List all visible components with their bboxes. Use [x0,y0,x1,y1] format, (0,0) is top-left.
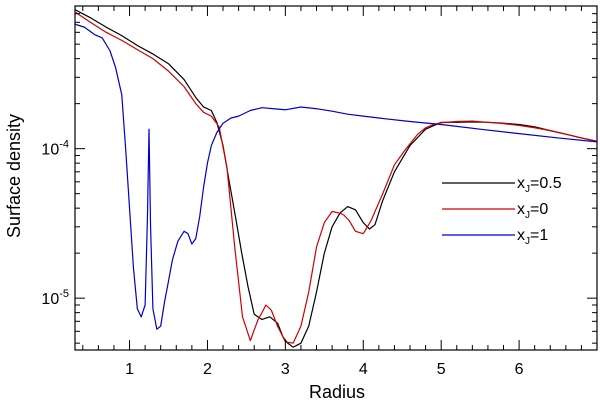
series-line-2 [75,23,597,330]
plot-frame [74,5,598,351]
x-tick-label: 1 [125,361,134,378]
y-tick-base: 10 [41,291,59,308]
legend-label-subscript: J [525,210,530,221]
y-tick-base: 10 [41,142,59,159]
y-tick-label: 10-4 [41,139,69,159]
series-line-0 [75,9,597,348]
legend-label-main: x [517,201,525,218]
legend-label-2: xJ=1 [517,227,548,247]
legend-label-main: x [517,175,525,192]
legend-label-0: xJ=0.5 [517,175,562,195]
legend-label-rest: =1 [530,227,548,244]
series-line-1 [75,11,597,344]
legend-label-rest: =0 [530,201,548,218]
y-tick-exponent: -5 [59,288,69,300]
y-axis-title: Surface density [4,114,24,238]
x-tick-label: 3 [281,361,290,378]
legend-label-rest: =0.5 [530,175,562,192]
x-tick-label: 2 [203,361,212,378]
legend-label-main: x [517,227,525,244]
legend-label-subscript: J [525,184,530,195]
legend-label-1: xJ=0 [517,201,548,221]
x-tick-label: 6 [515,361,524,378]
y-tick-exponent: -4 [59,139,69,151]
x-axis-title: Radius [309,382,365,400]
x-tick-label: 5 [437,361,446,378]
legend-label-subscript: J [525,236,530,247]
y-tick-label: 10-5 [41,288,69,308]
x-tick-label: 4 [359,361,368,378]
